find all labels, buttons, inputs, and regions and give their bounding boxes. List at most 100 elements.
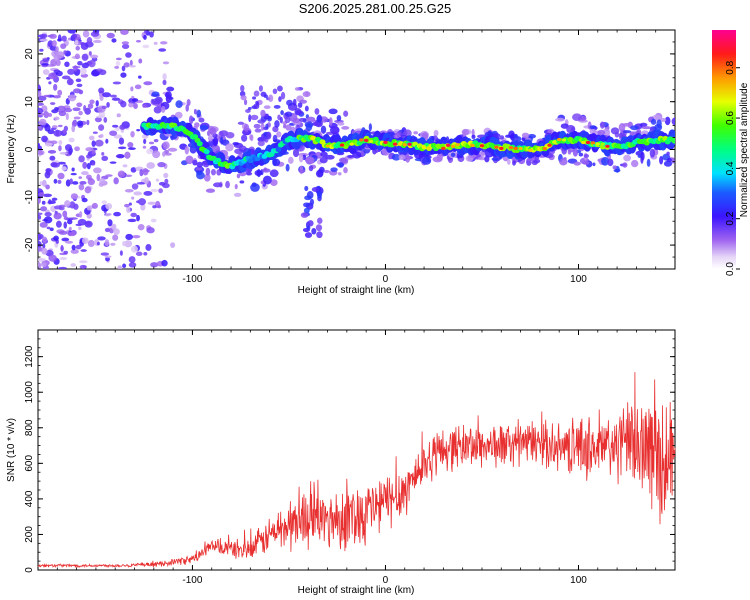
noise-blob <box>104 255 112 259</box>
ridge-halo-blob <box>512 160 516 166</box>
ridge-halo-blob <box>320 151 328 158</box>
streak-blob <box>237 121 244 125</box>
noise-blob <box>76 120 84 127</box>
noise-blob <box>164 178 169 184</box>
streak-blob <box>278 96 282 102</box>
ridge-peak <box>585 140 591 145</box>
ridge-peak <box>441 146 446 151</box>
noise-blob <box>57 172 65 180</box>
ridge-halo-blob <box>492 133 501 139</box>
noise-blob <box>163 172 169 179</box>
ridge-peak <box>402 143 407 147</box>
noise-blob <box>127 218 137 223</box>
noise-blob <box>158 181 166 186</box>
noise-blob <box>67 30 77 34</box>
ridge-peak <box>407 142 412 146</box>
ridge-halo-blob <box>337 121 345 126</box>
noise-blob <box>38 95 47 101</box>
x-tick-label: -100 <box>182 575 202 586</box>
streak-blob <box>295 110 304 115</box>
noise-blob <box>81 171 89 176</box>
noise-blob <box>41 63 49 66</box>
noise-blob <box>87 239 95 248</box>
noise-blob <box>76 102 83 108</box>
ridge-halo-blob <box>368 123 372 132</box>
ridge-halo-blob <box>292 148 300 158</box>
ridge-halo-blob <box>343 110 349 117</box>
colorbar: 0.0 0.2 0.4 0.6 0.8 Normalized spectral ampl… <box>712 30 750 276</box>
streak-blob <box>241 134 248 142</box>
ridge-halo-blob <box>461 128 470 136</box>
spectrogram-ylabel: Frequency (Hz) <box>6 115 17 184</box>
noise-blob <box>38 192 45 197</box>
noise-blob <box>97 236 106 241</box>
noise-blob <box>83 105 87 112</box>
streak-blob <box>276 131 282 138</box>
streak-blob <box>304 105 309 112</box>
noise-blob <box>43 216 53 224</box>
streak-blob <box>317 217 323 224</box>
noise-blob <box>58 230 68 235</box>
ridge-core <box>275 146 282 153</box>
streak-blob <box>265 123 269 129</box>
ridge-halo-blob <box>578 152 584 157</box>
streak-blob <box>304 185 309 191</box>
noise-blob <box>64 61 70 68</box>
ridge-halo-blob <box>521 132 530 139</box>
noise-blob <box>42 179 47 187</box>
ridge-halo-blob <box>343 167 348 174</box>
noise-blob <box>118 137 125 145</box>
streak-blob <box>298 117 306 123</box>
ridge-core <box>203 149 210 155</box>
ridge-halo-blob <box>165 91 172 99</box>
x-tick-label: 0 <box>383 274 389 285</box>
noise-blob <box>51 40 57 47</box>
ridge-peak <box>397 142 403 146</box>
noise-blob <box>101 155 109 161</box>
streak-blob <box>247 107 252 111</box>
ridge-halo-blob <box>613 168 621 173</box>
streak-blob <box>253 103 260 110</box>
noise-blob <box>40 33 48 39</box>
ridge-halo-blob <box>209 127 217 136</box>
ridge-halo-blob <box>664 116 671 126</box>
noise-blob <box>131 183 139 190</box>
noise-blob <box>74 53 80 60</box>
noise-blob <box>93 167 102 174</box>
noise-blob <box>40 262 47 268</box>
ridge-halo-blob <box>508 130 515 139</box>
noise-blob <box>84 186 92 194</box>
noise-blob <box>53 212 62 220</box>
ridge-peak <box>359 138 364 142</box>
ridge-peak <box>339 143 345 147</box>
ridge-halo-blob <box>151 98 161 105</box>
ridge-halo-blob <box>198 117 205 123</box>
noise-blob <box>120 72 127 78</box>
noise-blob <box>162 79 167 86</box>
noise-blob <box>129 65 136 68</box>
noise-blob <box>51 197 58 201</box>
noise-blob <box>81 197 88 203</box>
noise-blob <box>41 135 48 143</box>
ridge-peak <box>552 140 557 144</box>
noise-blob <box>107 219 113 227</box>
streak-blob <box>240 85 245 92</box>
noise-blob <box>96 241 100 246</box>
ridge-halo-blob <box>640 154 644 164</box>
ridge-peak <box>528 148 533 153</box>
noise-blob <box>88 51 92 56</box>
noise-blob <box>38 90 42 98</box>
ridge-peak <box>421 145 427 149</box>
noise-blob <box>62 210 68 218</box>
ridge-halo-blob <box>320 125 327 134</box>
ridge-halo-blob <box>592 162 596 167</box>
streak-blob <box>273 104 281 109</box>
streak-blob <box>279 116 283 124</box>
streak-blob <box>252 96 257 100</box>
noise-blob <box>86 119 90 126</box>
ridge-halo-blob <box>436 153 443 161</box>
noise-blob <box>78 176 82 179</box>
noise-blob <box>41 247 48 255</box>
noise-blob <box>131 98 139 102</box>
noise-blob <box>49 227 54 232</box>
